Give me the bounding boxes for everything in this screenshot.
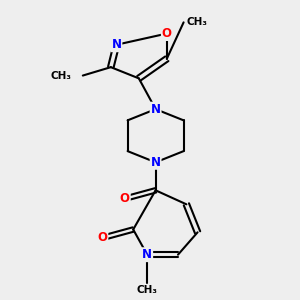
Text: N: N bbox=[151, 156, 160, 169]
Text: N: N bbox=[151, 103, 160, 116]
Text: CH₃: CH₃ bbox=[137, 286, 158, 296]
Text: O: O bbox=[98, 231, 107, 244]
Text: N: N bbox=[111, 38, 122, 51]
Text: O: O bbox=[120, 192, 130, 205]
Text: CH₃: CH₃ bbox=[186, 17, 207, 27]
Text: CH₃: CH₃ bbox=[51, 70, 72, 81]
Text: O: O bbox=[162, 27, 172, 40]
Text: N: N bbox=[142, 248, 152, 261]
